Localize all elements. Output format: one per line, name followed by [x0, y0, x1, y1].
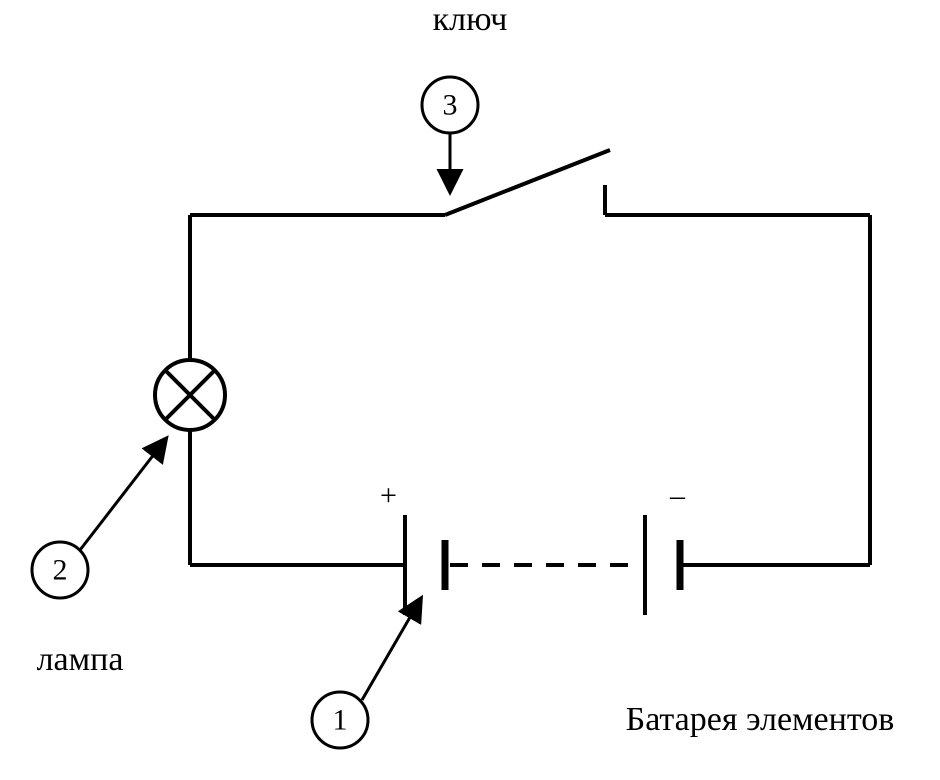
- marker-1: 1: [312, 600, 420, 748]
- switch-symbol: [445, 150, 610, 215]
- circuit-diagram: + – 3 2 1 ключ лампа Батарея элементов: [0, 0, 940, 780]
- marker-1-num: 1: [333, 704, 348, 737]
- marker-3: 3: [422, 77, 478, 190]
- marker-1-arrow: [362, 600, 420, 700]
- battery-plus: +: [380, 479, 397, 512]
- label-battery: Батарея элементов: [626, 701, 895, 738]
- battery-symbol: + –: [380, 479, 686, 615]
- marker-2-num: 2: [53, 554, 68, 587]
- label-switch: ключ: [433, 1, 508, 38]
- switch-lever: [445, 150, 610, 215]
- battery-minus: –: [669, 479, 686, 512]
- marker-2-arrow: [80, 440, 165, 550]
- marker-2: 2: [32, 440, 165, 598]
- label-lamp: лампа: [37, 641, 124, 678]
- lamp-symbol: [155, 360, 225, 430]
- marker-3-num: 3: [443, 89, 458, 122]
